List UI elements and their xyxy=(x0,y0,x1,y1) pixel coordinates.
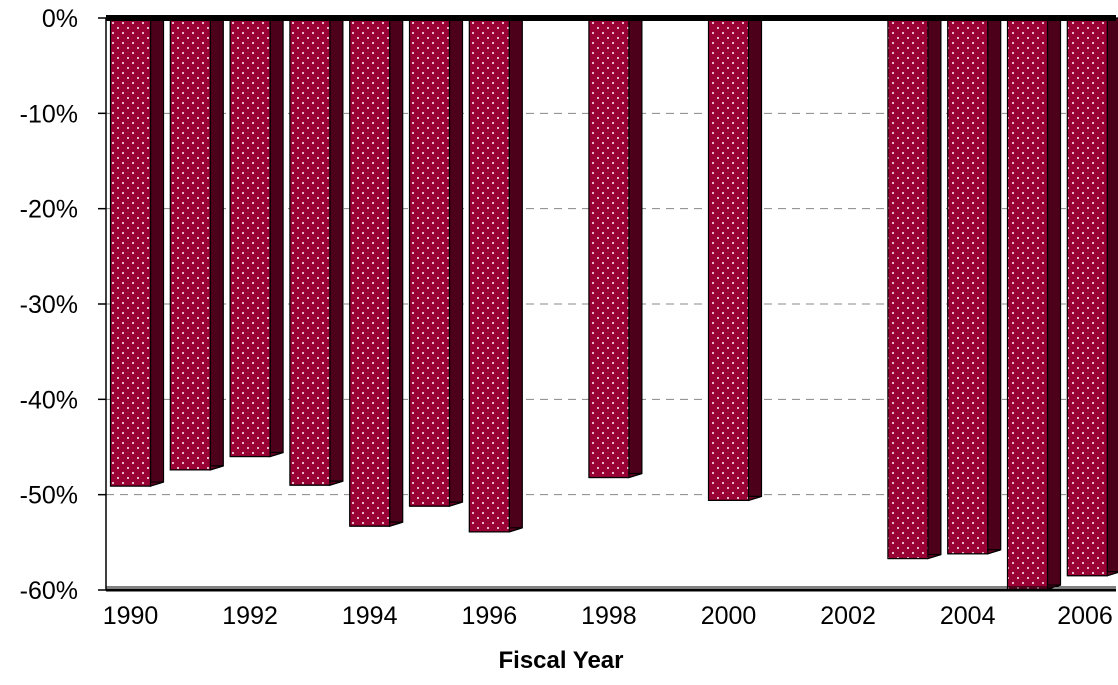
bar-front-1995 xyxy=(410,18,450,506)
y-tick-label-3: -30% xyxy=(20,291,78,319)
bar-1995 xyxy=(410,18,463,506)
y-tick-labels: 0% -10% -20% -30% -40% -50% -60% xyxy=(20,5,78,605)
bar-front-1992 xyxy=(230,18,270,457)
bar-2005 xyxy=(1008,18,1061,589)
bar-side-2003 xyxy=(928,18,941,559)
x-tick-label-2000: 2000 xyxy=(701,602,757,630)
y-tick-label-4: -40% xyxy=(20,386,78,414)
bar-1998 xyxy=(589,18,642,478)
bar-front-1994 xyxy=(350,18,390,526)
bar-side-1994 xyxy=(390,18,403,526)
bar-front-2000 xyxy=(709,18,749,500)
x-tick-label-2006: 2006 xyxy=(1057,602,1113,630)
bar-2003 xyxy=(888,18,941,559)
bar-side-1998 xyxy=(629,18,642,478)
bar-side-1995 xyxy=(450,18,463,506)
bar-1993 xyxy=(290,18,343,485)
bar-front-1998 xyxy=(589,18,629,478)
x-tick-label-1990: 1990 xyxy=(103,602,159,630)
bar-2006 xyxy=(1067,18,1118,576)
bar-1991 xyxy=(170,18,223,470)
bar-2004 xyxy=(948,18,1001,554)
bar-side-1990 xyxy=(151,18,164,486)
bar-2000 xyxy=(709,18,762,500)
bar-1990 xyxy=(111,18,164,486)
bar-side-1991 xyxy=(210,18,223,470)
bar-front-2006 xyxy=(1067,18,1107,576)
bar-1994 xyxy=(350,18,403,526)
bar-front-2005 xyxy=(1008,18,1048,589)
bar-front-2003 xyxy=(888,18,928,559)
y-tick-label-2: -20% xyxy=(20,196,78,224)
bar-side-2000 xyxy=(749,18,762,500)
x-tick-label-1996: 1996 xyxy=(461,602,517,630)
x-tick-label-1992: 1992 xyxy=(222,602,278,630)
x-axis-title: Fiscal Year xyxy=(499,647,624,674)
y-tick-label-1: -10% xyxy=(20,100,78,128)
bar-side-1993 xyxy=(330,18,343,485)
bar-side-2005 xyxy=(1048,18,1061,589)
x-tick-label-1998: 1998 xyxy=(581,602,637,630)
bar-front-1996 xyxy=(469,18,509,532)
x-tick-label-2004: 2004 xyxy=(940,602,996,630)
bar-front-1993 xyxy=(290,18,330,485)
x-tick-labels: 1990 1992 1994 1996 1998 2000 2002 2004 2006 xyxy=(103,602,1113,630)
x-tick-label-2002: 2002 xyxy=(820,602,876,630)
y-tick-label-6: -60% xyxy=(20,577,78,605)
bar-side-2004 xyxy=(988,18,1001,554)
bar-front-1991 xyxy=(170,18,210,470)
y-tick-label-5: -50% xyxy=(20,482,78,510)
x-tick-label-1994: 1994 xyxy=(342,602,398,630)
bars xyxy=(111,18,1118,589)
bar-front-1990 xyxy=(111,18,151,486)
bar-front-2004 xyxy=(948,18,988,554)
bar-side-1992 xyxy=(270,18,283,457)
y-tick-label-0: 0% xyxy=(42,5,78,33)
bar-1996 xyxy=(469,18,522,532)
bar-side-2006 xyxy=(1107,18,1118,576)
bar-1992 xyxy=(230,18,283,457)
bar-side-1996 xyxy=(509,18,522,532)
